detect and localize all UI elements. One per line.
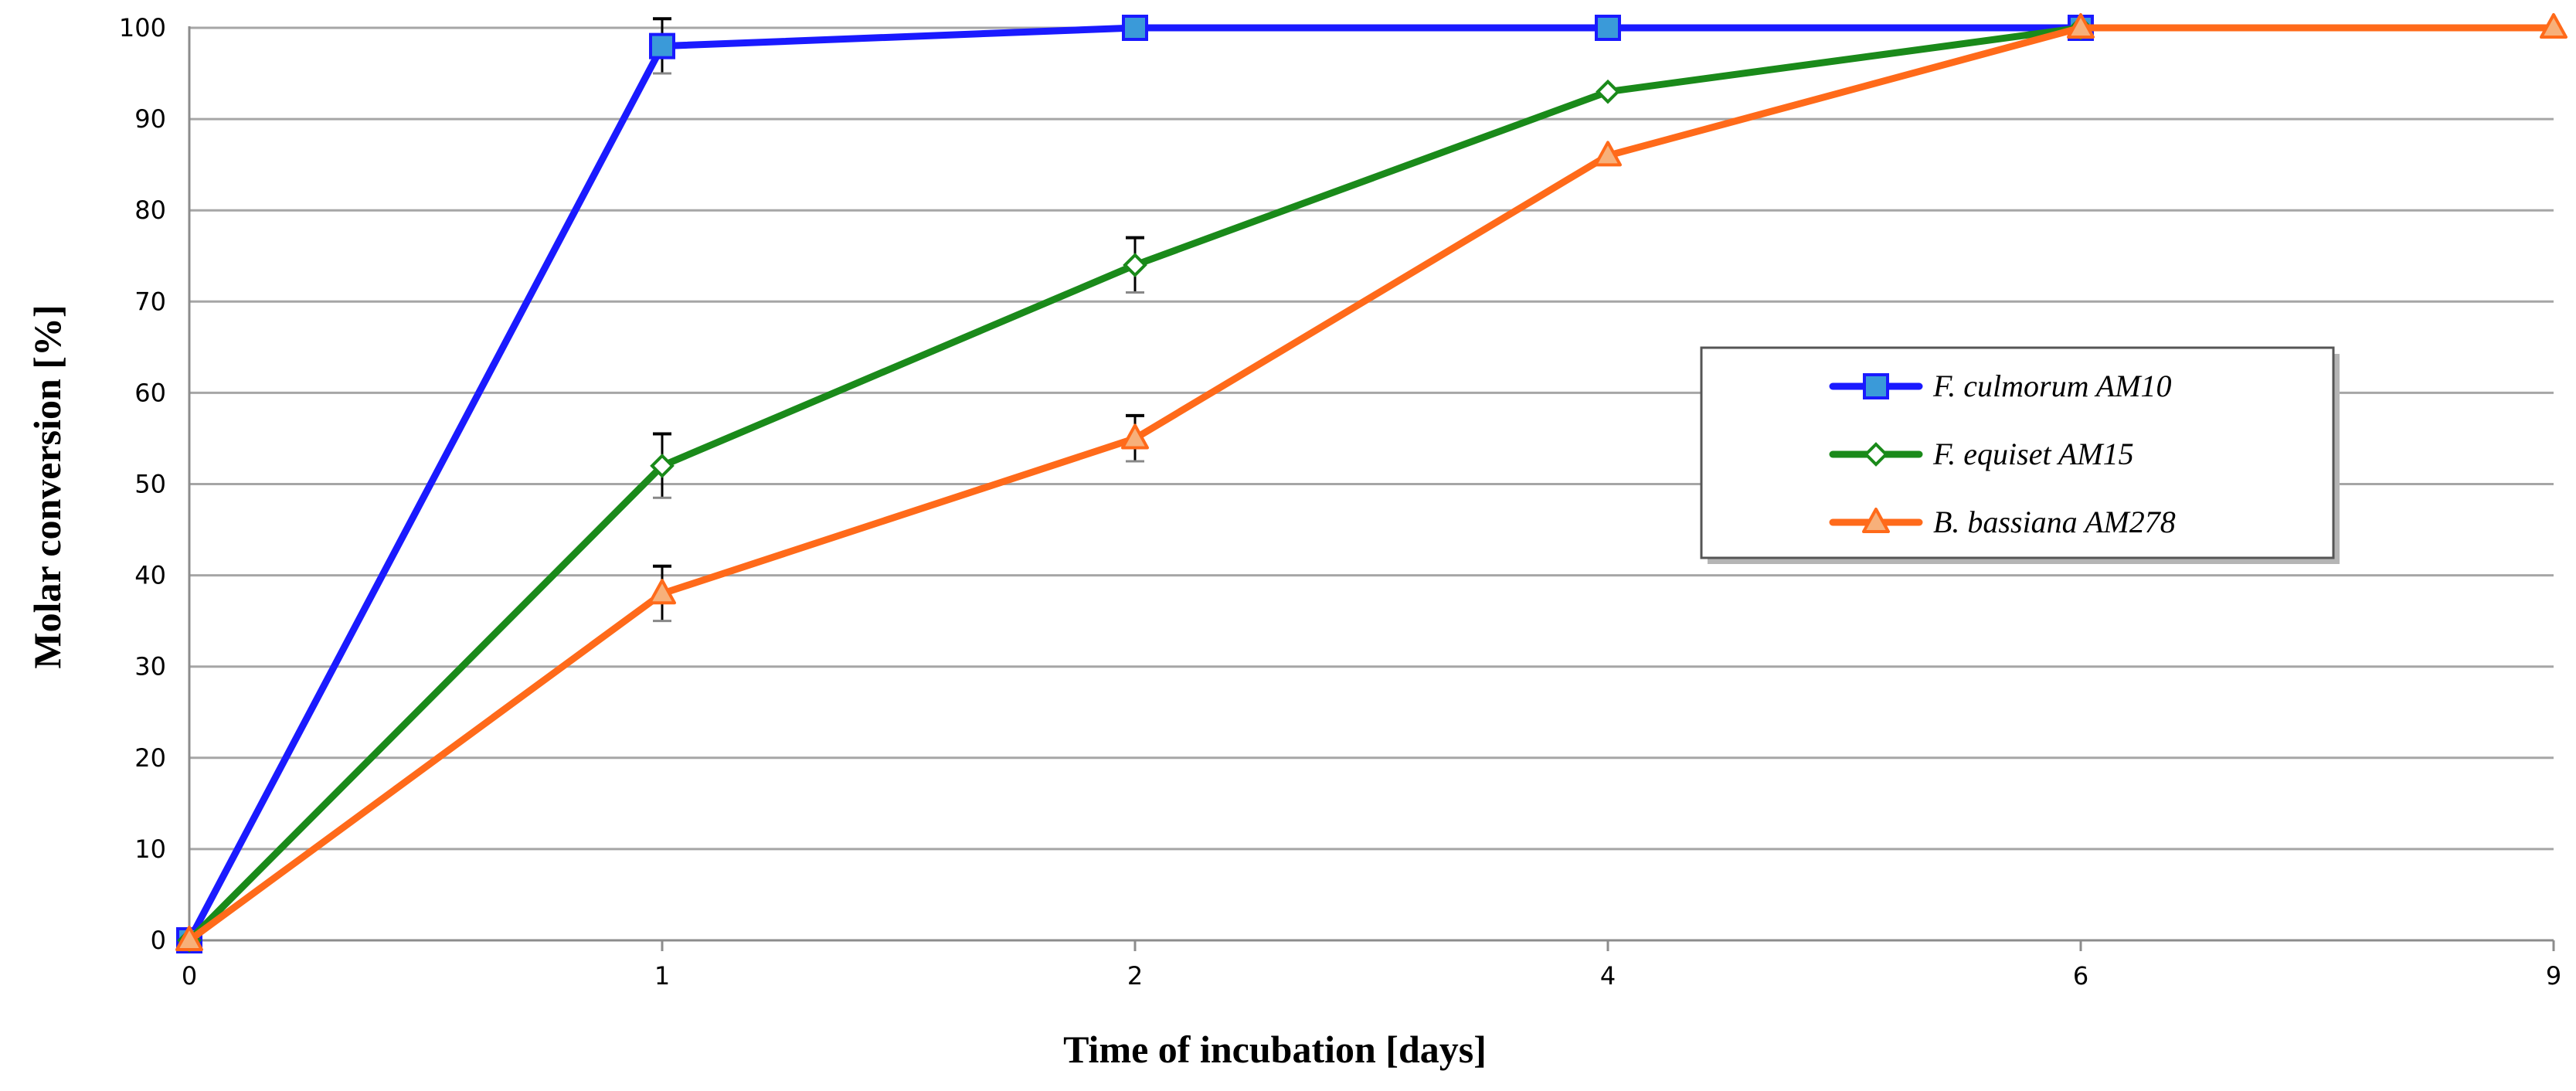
x-tick-label: 9 bbox=[2546, 961, 2561, 991]
data-point-2 bbox=[2067, 13, 2095, 39]
y-tick-label: 50 bbox=[134, 470, 166, 499]
legend-swatch-marker bbox=[1864, 442, 1888, 467]
x-tick-label: 0 bbox=[182, 961, 197, 991]
y-tick-label: 10 bbox=[134, 834, 166, 864]
gridlines bbox=[189, 26, 2554, 942]
data-point-1 bbox=[1596, 79, 1620, 104]
y-tick-label: 30 bbox=[134, 652, 166, 681]
legend-label: F. culmorum AM10 bbox=[1932, 369, 2172, 403]
legend-label: F. equiset AM15 bbox=[1932, 437, 2134, 471]
legend-label: B. bassiana AM278 bbox=[1933, 505, 2176, 539]
legend-swatch-marker bbox=[1862, 508, 1890, 533]
x-axis-title: Time of incubation [days] bbox=[1063, 1028, 1487, 1071]
y-tick-label: 80 bbox=[134, 195, 166, 225]
x-tick-label: 2 bbox=[1127, 961, 1143, 991]
y-tick-label: 90 bbox=[134, 104, 166, 134]
data-point-2 bbox=[2540, 13, 2568, 39]
legend-swatch-marker bbox=[1863, 373, 1889, 399]
data-point-2 bbox=[1594, 141, 1622, 167]
data-point-0 bbox=[1595, 15, 1621, 41]
y-tick-label: 40 bbox=[134, 561, 166, 590]
legend-box bbox=[1700, 346, 2335, 559]
series-lines bbox=[175, 13, 2568, 953]
y-tick-label: 100 bbox=[119, 13, 166, 42]
y-tick-label: 60 bbox=[134, 378, 166, 407]
data-point-1 bbox=[650, 454, 675, 478]
data-point-0 bbox=[1122, 15, 1148, 41]
data-point-2 bbox=[175, 926, 203, 951]
y-tick-label: 70 bbox=[134, 287, 166, 316]
x-tick-label: 1 bbox=[654, 961, 670, 991]
data-point-0 bbox=[649, 32, 675, 59]
data-point-2 bbox=[1121, 423, 1149, 450]
legend: F. culmorum AM10 F. equiset AM15 B. bassia… bbox=[1700, 346, 2340, 564]
x-tick-label: 4 bbox=[1600, 961, 1616, 991]
y-axis-title: Molar conversion [%] bbox=[25, 304, 69, 668]
data-point-1 bbox=[1123, 253, 1147, 277]
x-tick-label: 6 bbox=[2073, 961, 2088, 991]
axes: 0 10 20 30 40 50 60 70 80 90 100 0 1 2 4 6 9 bbox=[119, 13, 2561, 991]
y-tick-label: 0 bbox=[151, 926, 166, 955]
data-point-2 bbox=[648, 579, 676, 605]
y-tick-label: 20 bbox=[134, 743, 166, 773]
series-line-2 bbox=[185, 24, 2557, 944]
